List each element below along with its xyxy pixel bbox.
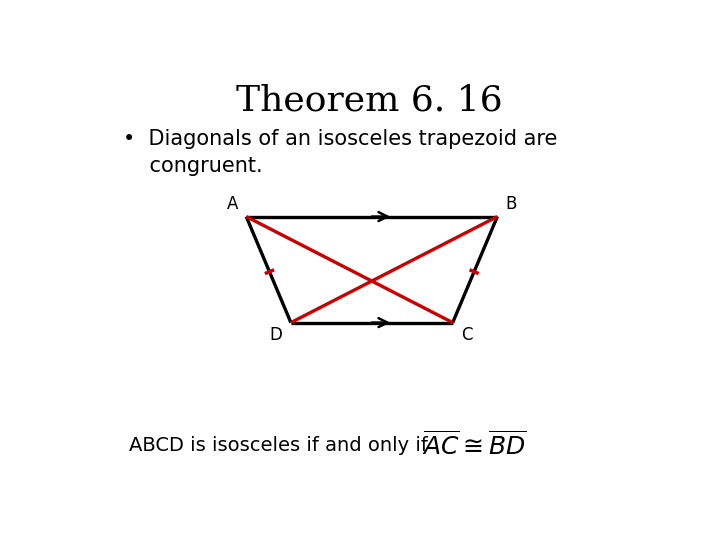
Text: ABCD is isosceles if and only if: ABCD is isosceles if and only if (129, 436, 428, 455)
Text: •  Diagonals of an isosceles trapezoid are
    congruent.: • Diagonals of an isosceles trapezoid ar… (124, 129, 558, 176)
Text: B: B (505, 195, 517, 213)
Text: Theorem 6. 16: Theorem 6. 16 (235, 84, 503, 118)
Text: D: D (269, 326, 282, 344)
Text: A: A (227, 195, 238, 213)
Text: C: C (461, 326, 472, 344)
Text: $\overline{AC} \cong \overline{BD}$: $\overline{AC} \cong \overline{BD}$ (422, 431, 527, 460)
